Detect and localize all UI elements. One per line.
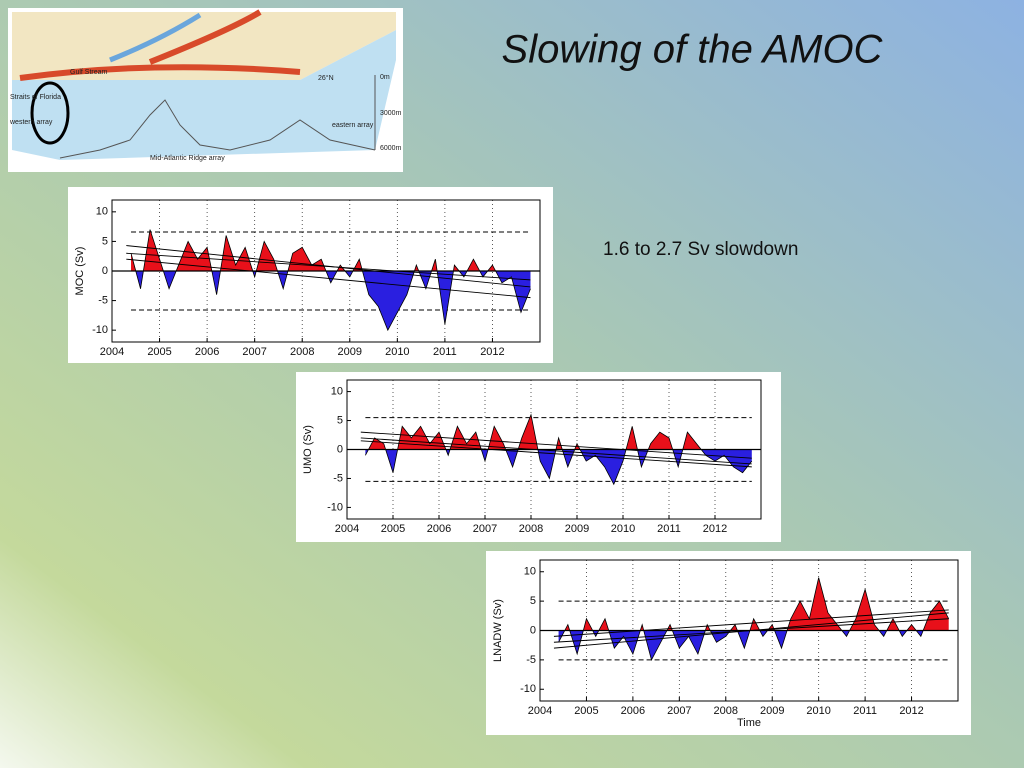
map-label: eastern array [332,122,374,129]
x-tick-label: 2012 [480,346,504,358]
x-tick-label: 2010 [806,705,830,717]
series-line [130,229,531,332]
map-label: Mid-Atlantic Ridge array [150,155,225,162]
x-tick-label: 2010 [385,346,409,358]
current [148,9,262,65]
y-tick-label: -5 [526,654,536,666]
area-below [558,630,949,660]
y-axis-label: UMO (Sv) [302,425,314,474]
x-tick-label: 2007 [473,523,497,535]
x-tick-label: 2005 [381,523,405,535]
plot-frame [111,199,541,343]
land [12,12,396,80]
map-label: Straits of Florida [10,94,61,101]
gulf-stream [19,64,301,81]
x-tick-label: 2004 [100,346,124,358]
area-below [365,449,752,485]
map-label: 0m [380,74,390,81]
trend-line [360,431,752,459]
ridge [59,99,376,159]
y-tick-label: -5 [333,472,343,484]
x-tick-label: 2004 [528,705,552,717]
y-tick-label: 10 [524,566,536,578]
x-tick-label: 2005 [574,705,598,717]
slide-title: Slowing of the AMOC [502,28,884,72]
map-label: 3000m [380,110,402,117]
y-axis-label: LNADW (Sv) [492,599,504,662]
trend-line [126,258,531,299]
map-label: western array [9,119,53,126]
y-tick-label: 0 [102,265,108,277]
y-tick-label: 5 [337,414,343,426]
x-tick-label: 2008 [519,523,543,535]
area-above [365,414,752,450]
trend-line [553,618,949,643]
ocean [12,30,396,160]
highlight [30,81,70,145]
x-tick-label: 2006 [621,705,645,717]
plot-frame [539,559,959,702]
x-tick-label: 2009 [760,705,784,717]
x-tick-label: 2006 [195,346,219,358]
y-tick-label: -10 [327,501,343,513]
chart-panel [68,187,553,363]
chart-panel [296,372,781,542]
chart: 2004 2005 2006 2007 2008 2009 2010 2011 2012 -10 -… [486,551,971,735]
chart: 2004 2005 2006 2007 2008 2009 2010 2011 2012 -10 -… [296,372,781,542]
y-tick-label: 10 [331,385,343,397]
x-tick-label: 2005 [147,346,171,358]
chart-panel [486,551,971,735]
x-tick-label: 2009 [565,523,589,535]
y-tick-label: -10 [520,683,536,695]
trend-line [126,252,531,281]
x-tick-label: 2012 [703,523,727,535]
x-tick-label: 2008 [290,346,314,358]
x-tick-label: 2009 [338,346,362,358]
y-tick-label: 10 [96,206,108,218]
map-label: 6000m [380,145,402,152]
y-tick-label: 0 [530,624,536,636]
trend-line [360,440,752,468]
current [109,12,202,63]
y-axis-label: MOC (Sv) [74,247,86,296]
x-tick-label: 2011 [433,346,457,358]
chart: 2004 2005 2006 2007 2008 2009 2010 2011 2012 -10 -… [68,187,553,363]
map-label: Gulf Stream [70,69,108,76]
x-tick-label: 2008 [714,705,738,717]
series-line [365,413,753,486]
y-tick-label: 5 [530,595,536,607]
x-tick-label: 2011 [853,705,877,717]
x-tick-label: 2007 [667,705,691,717]
x-tick-label: 2011 [657,523,681,535]
map: Gulf Stream 26°N 0m 3000m 6000m Straits … [8,8,403,172]
slide-note: 1.6 to 2.7 Sv slowdown [603,239,798,260]
x-axis-label: Time [737,717,761,729]
series-line [558,577,950,661]
plot-frame [346,379,762,520]
area-below [131,271,531,331]
x-tick-label: 2004 [335,523,359,535]
area-above [131,229,531,271]
trend-line [553,609,949,637]
map-label: 26°N [318,74,334,82]
y-tick-label: 5 [102,235,108,247]
x-tick-label: 2010 [611,523,635,535]
x-tick-label: 2006 [427,523,451,535]
y-tick-label: -5 [98,294,108,306]
y-tick-label: -10 [92,324,108,336]
x-tick-label: 2012 [899,705,923,717]
x-tick-label: 2007 [242,346,266,358]
trend-line [360,437,752,465]
y-tick-label: 0 [337,443,343,455]
